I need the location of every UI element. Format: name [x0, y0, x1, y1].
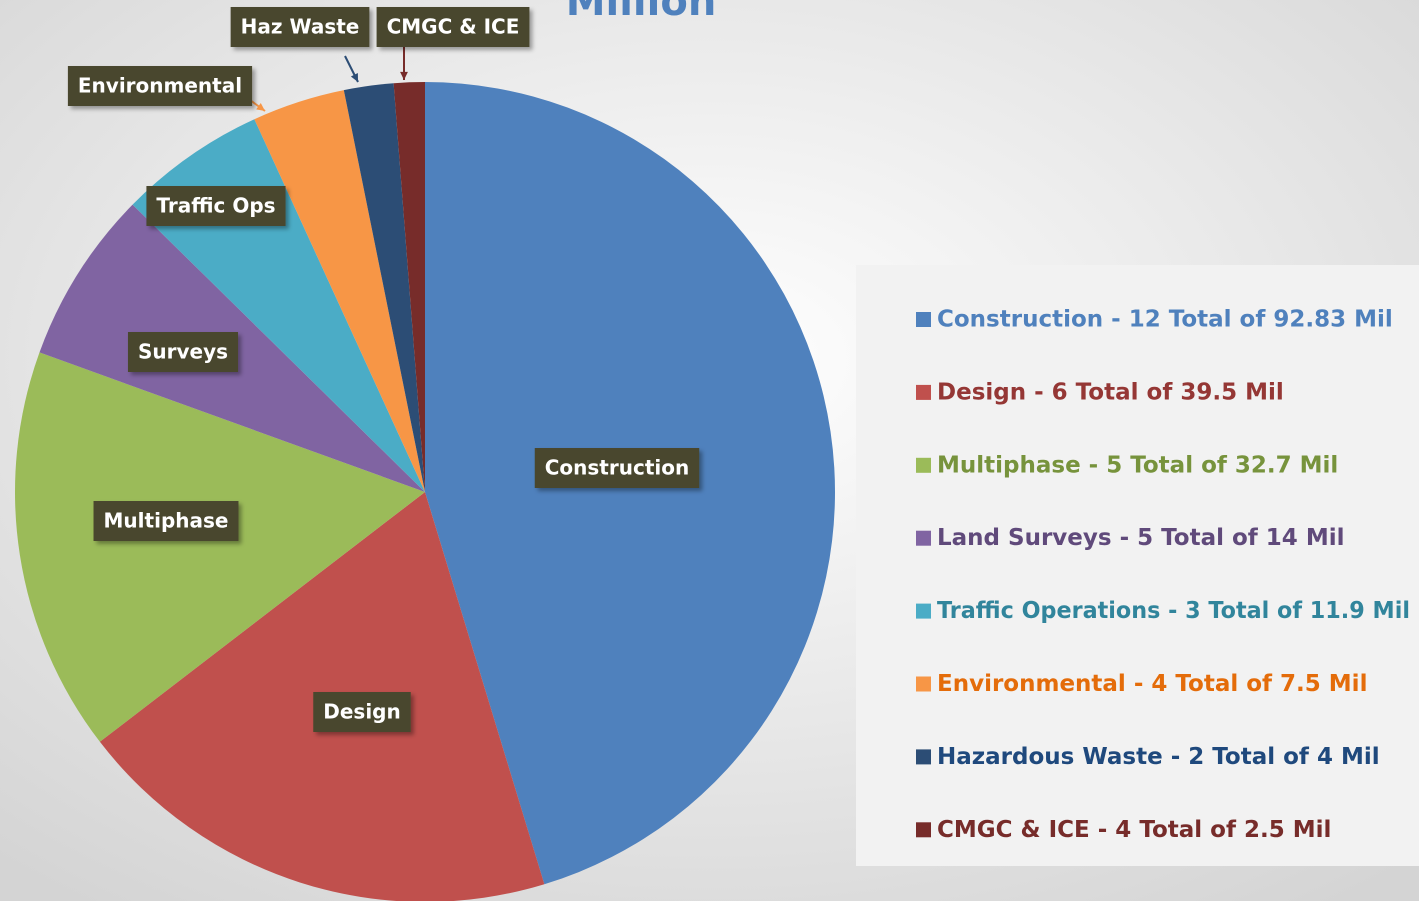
data-label-box [313, 692, 411, 732]
pie-slice [393, 82, 425, 492]
legend-swatch [916, 822, 931, 838]
legend-label: Design - 6 Total of 39.5 Mil [937, 379, 1284, 405]
data-label: Environmental [67, 66, 253, 106]
data-label-text: Haz Waste [241, 15, 360, 39]
data-label: Multiphase [93, 501, 239, 541]
legend-label: Construction - 12 Total of 92.83 Mil [937, 307, 1393, 333]
data-label-text: Environmental [78, 74, 242, 98]
arrow-head [400, 71, 408, 80]
legend-swatch [916, 603, 931, 619]
data-label-box [376, 7, 530, 47]
legend-swatch [916, 384, 931, 400]
data-label-box [146, 186, 286, 226]
arrow-head [350, 73, 358, 82]
data-label: Haz Waste [230, 7, 370, 47]
legend-label: Land Surveys - 5 Total of 14 Mil [937, 525, 1344, 551]
arrow-head [256, 103, 265, 111]
pie-slice [14, 352, 425, 742]
pie-slice [343, 83, 425, 492]
data-label-text: Multiphase [104, 509, 229, 533]
legend-label: Traffic Operations - 3 Total of 11.9 Mil [937, 598, 1410, 624]
legend-label: CMGC & ICE - 4 Total of 2.5 Mil [937, 817, 1331, 843]
legend-swatch [916, 457, 931, 473]
data-label-text: Surveys [138, 340, 228, 364]
chart-title: Million [566, 0, 717, 25]
data-label-text: Traffic Ops [156, 194, 275, 218]
legend-label: Environmental - 4 Total of 7.5 Mil [937, 671, 1367, 697]
legend-swatch [916, 530, 931, 546]
data-label-text: Design [323, 700, 400, 724]
legend-swatch [916, 749, 931, 765]
data-label: CMGC & ICE [376, 7, 530, 47]
legend-label: Multiphase - 5 Total of 32.7 Mil [937, 452, 1338, 478]
data-label-text: CMGC & ICE [387, 15, 520, 39]
pie-slice [254, 90, 425, 492]
data-label: Construction [534, 448, 700, 488]
data-label-box [67, 66, 253, 106]
data-label: Design [313, 692, 411, 732]
legend-label: Hazardous Waste - 2 Total of 4 Mil [937, 744, 1380, 770]
data-label-box [93, 501, 239, 541]
legend-box [856, 265, 1419, 866]
data-label: Surveys [127, 332, 239, 372]
legend-swatch [916, 676, 931, 692]
data-label-box [127, 332, 239, 372]
data-label-box [534, 448, 700, 488]
data-label: Traffic Ops [146, 186, 286, 226]
data-label-box [230, 7, 370, 47]
data-label-text: Construction [545, 456, 689, 480]
legend-swatch [916, 312, 931, 327]
